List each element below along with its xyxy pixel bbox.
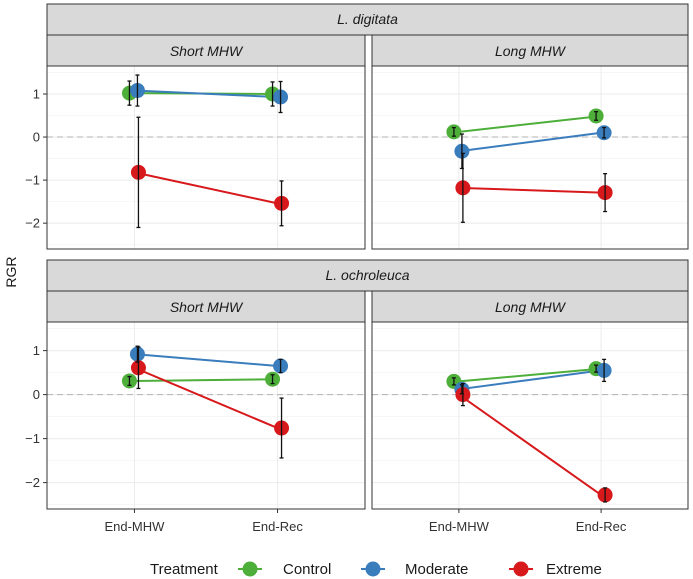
x-axes: End-MHW End-Rec End-MHW End-Rec [104, 509, 627, 534]
error-bar-extreme-end-rec-l-digitata-long-mhw [603, 172, 608, 213]
error-bar-moderate-end-rec-l-ochroleuca-long-mhw [602, 358, 607, 383]
plot-area-digitata-short [46, 65, 366, 250]
error-bar-moderate-end-rec-l-digitata-long-mhw [602, 126, 607, 139]
panel-digitata-long: Long MHW [371, 34, 689, 250]
legend: Treatment Control Moderate Extreme [150, 561, 602, 578]
panel-label-ochroleuca-long: Long MHW [495, 299, 567, 315]
panel-background-l-ochroleuca-long-mhw [372, 322, 688, 509]
legend-key-dot-moderate [365, 561, 381, 577]
panel-background-l-digitata-long-mhw [372, 66, 688, 249]
species-strip-digitata [46, 3, 689, 36]
error-bar-control-end-mhw-l-ochroleuca-long-mhw [451, 377, 456, 386]
legend-key-dot-control [242, 561, 258, 577]
error-bar-moderate-end-rec-l-digitata-short-mhw [278, 80, 283, 114]
error-bar-extreme-end-mhw-l-digitata-short-mhw [136, 116, 141, 229]
error-bar-control-end-rec-l-digitata-long-mhw [594, 110, 599, 121]
plot-area-ochroleuca-long [371, 321, 689, 510]
panel-border-l-ochroleuca-long-mhw [371, 321, 689, 510]
y-axes: −2 −1 0 1 −2 −1 0 1 [25, 86, 47, 490]
error-bar-extreme-end-mhw-l-digitata-long-mhw [460, 152, 465, 223]
series-line-extreme-l-ochroleuca-short-mhw [134, 366, 278, 429]
panel-strip-ochroleuca-short [46, 290, 366, 323]
legend-label-moderate: Moderate [405, 561, 468, 578]
series-line-control-l-ochroleuca-short-mhw [134, 378, 278, 382]
error-bar-extreme-end-rec-l-ochroleuca-long-mhw [603, 487, 608, 503]
panel-label-digitata-short: Short MHW [170, 43, 244, 59]
panel-background-l-digitata-short-mhw [47, 66, 365, 249]
plot-area-ochroleuca-short [46, 321, 366, 510]
error-bar-moderate-end-rec-l-ochroleuca-short-mhw [278, 358, 283, 374]
error-bar-control-end-rec-l-ochroleuca-short-mhw [270, 374, 275, 385]
y-tick-label-l-digitata: 1 [33, 86, 40, 101]
error-bar-control-end-mhw-l-ochroleuca-short-mhw [127, 375, 132, 387]
legend-entry-extreme: Extreme [509, 561, 602, 578]
series-line-moderate-l-digitata-long-mhw [458, 131, 602, 153]
series-line-moderate-l-digitata-short-mhw [134, 89, 278, 99]
plot-area-digitata-long [371, 65, 689, 250]
error-bar-extreme-end-rec-l-ochroleuca-short-mhw [279, 397, 284, 459]
error-bar-control-end-mhw-l-digitata-long-mhw [451, 126, 456, 137]
legend-title: Treatment [150, 561, 219, 578]
series-line-control-l-digitata-long-mhw [458, 114, 602, 133]
y-tick-label-l-digitata: 0 [33, 130, 40, 145]
y-tick-label-l-ochroleuca: −2 [25, 475, 40, 490]
error-bar-extreme-end-mhw-l-ochroleuca-short-mhw [136, 346, 141, 390]
y-tick-label-l-ochroleuca: −1 [25, 431, 40, 446]
y-tick-label-l-digitata: −1 [25, 173, 40, 188]
y-axis-title: RGR [3, 256, 19, 287]
panel-label-digitata-long: Long MHW [495, 43, 567, 59]
x-tick-label-short-mhw: End-MHW [104, 519, 165, 534]
panel-digitata-short: Short MHW [46, 34, 366, 250]
legend-entry-control: Control [238, 561, 331, 578]
y-tick-label-l-ochroleuca: 0 [33, 387, 40, 402]
series-line-extreme-l-ochroleuca-long-mhw [458, 393, 602, 496]
species-label-ochroleuca: L. ochroleuca [325, 267, 409, 283]
x-tick-label-long-mhw: End-Rec [576, 519, 627, 534]
series-line-moderate-l-ochroleuca-short-mhw [134, 353, 278, 367]
legend-entry-moderate: Moderate [361, 561, 468, 578]
error-bar-moderate-end-mhw-l-digitata-short-mhw [135, 74, 140, 107]
species-label-digitata: L. digitata [337, 11, 398, 27]
species-strip-ochroleuca [46, 259, 689, 292]
error-bar-control-end-rec-l-digitata-short-mhw [270, 81, 275, 107]
panel-border-l-ochroleuca-short-mhw [46, 321, 366, 510]
panel-strip-digitata-long [371, 34, 689, 67]
error-bar-control-end-rec-l-ochroleuca-long-mhw [594, 364, 599, 373]
row-digitata: L. digitata Short MHW Long MHW [46, 3, 689, 250]
error-bar-extreme-end-mhw-l-ochroleuca-long-mhw [460, 382, 465, 407]
panel-border-l-digitata-short-mhw [46, 65, 366, 250]
x-tick-label-long-mhw: End-MHW [429, 519, 490, 534]
y-tick-label-l-digitata: −2 [25, 216, 40, 231]
panel-border-l-digitata-long-mhw [371, 65, 689, 250]
error-bar-control-end-mhw-l-digitata-short-mhw [127, 80, 132, 106]
panel-label-ochroleuca-short: Short MHW [170, 299, 244, 315]
series-line-extreme-l-digitata-short-mhw [134, 171, 278, 205]
panel-strip-digitata-short [46, 34, 366, 67]
panel-ochroleuca-long: Long MHW [371, 290, 689, 510]
series-line-moderate-l-ochroleuca-long-mhw [458, 369, 602, 391]
y-tick-label-l-ochroleuca: 1 [33, 343, 40, 358]
x-tick-label-short-mhw: End-Rec [252, 519, 303, 534]
row-ochroleuca: L. ochroleuca Short MHW Long MHW [46, 259, 689, 510]
legend-label-extreme: Extreme [546, 561, 602, 578]
legend-key-dot-extreme [513, 561, 529, 577]
panel-ochroleuca-short: Short MHW [46, 290, 366, 510]
error-bar-extreme-end-rec-l-digitata-short-mhw [279, 180, 284, 227]
series-line-extreme-l-digitata-long-mhw [458, 186, 602, 194]
series-line-control-l-ochroleuca-long-mhw [458, 367, 602, 383]
panel-background-l-ochroleuca-short-mhw [47, 322, 365, 509]
legend-label-control: Control [283, 561, 331, 578]
